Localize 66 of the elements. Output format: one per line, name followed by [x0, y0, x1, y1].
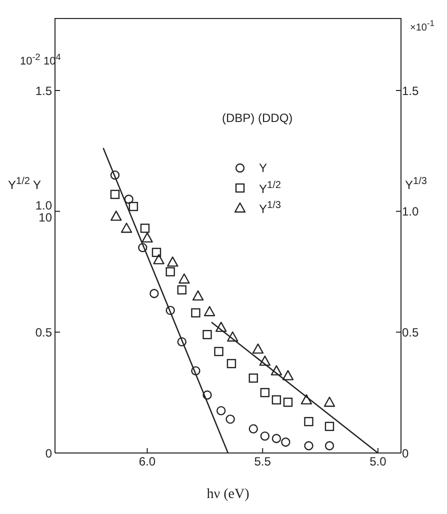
y-tick-label: 1.5 [35, 84, 52, 98]
point [281, 438, 290, 447]
point [166, 306, 175, 316]
y2-tick-label: 1.5 [402, 84, 420, 98]
y2-tick-label: 0 [402, 446, 409, 460]
point [304, 416, 314, 426]
point [282, 370, 294, 380]
point [252, 343, 264, 354]
point [202, 390, 212, 400]
point [166, 267, 175, 276]
point [272, 434, 282, 444]
y2-tick-label: 1.0 [402, 204, 420, 219]
point [324, 422, 334, 432]
point [214, 346, 224, 356]
point [142, 232, 153, 243]
point [153, 254, 164, 264]
point [120, 222, 132, 233]
point [152, 248, 162, 258]
y-tick-label: 0 [45, 446, 52, 460]
point [260, 431, 270, 441]
point [260, 388, 270, 398]
point [227, 331, 238, 342]
point [272, 395, 282, 404]
point [128, 202, 138, 212]
x-tick-label: 6.0 [138, 454, 156, 469]
point [138, 242, 148, 252]
point [167, 256, 178, 267]
point [178, 273, 190, 284]
legend-label: Y$^{1/3}$ [259, 200, 281, 216]
y-axis-title: Y$^{1/2}$ Y [8, 176, 42, 192]
point [259, 356, 271, 366]
point [110, 190, 120, 200]
point [191, 366, 200, 376]
annotation: (DBP) (DDQ) [222, 111, 293, 125]
x-tick-label: 5.5 [254, 454, 272, 469]
legend-label: Y [259, 161, 268, 175]
y2-axis-title: Y$^{1/3}$ [405, 176, 427, 192]
point [140, 224, 150, 233]
point [226, 414, 235, 424]
point [202, 330, 212, 340]
point [324, 441, 334, 450]
x-axis-title: hν (eV) [206, 487, 250, 502]
point [283, 398, 293, 407]
legend-label: Y$^{1/2}$ [259, 180, 281, 196]
text: ×10$^{-1}$ [410, 18, 434, 34]
point [248, 424, 258, 434]
point [304, 441, 314, 450]
x-tick-label: 5.0 [370, 454, 387, 469]
y2-tick-label: 0.5 [402, 325, 420, 340]
point [270, 365, 282, 376]
point [110, 170, 120, 180]
point [300, 394, 312, 404]
point [150, 288, 159, 298]
y-tick-label: 1.0 10 [35, 198, 52, 225]
point [177, 337, 186, 346]
point [177, 285, 186, 294]
point [324, 396, 336, 407]
point [215, 322, 227, 332]
y-tick-label: 0.5 [35, 325, 52, 340]
point [110, 210, 122, 221]
point [191, 308, 200, 318]
point [226, 358, 236, 368]
point [192, 290, 204, 301]
point [248, 373, 258, 383]
point [216, 406, 226, 416]
point [204, 306, 216, 316]
